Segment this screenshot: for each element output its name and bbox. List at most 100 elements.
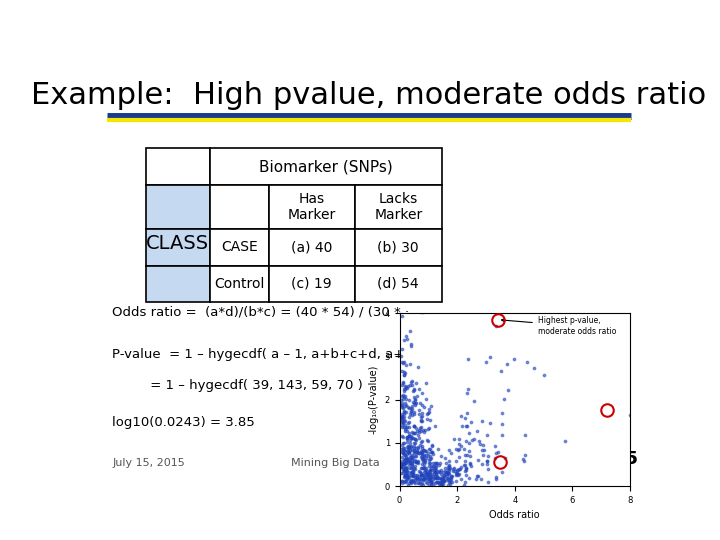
Point xyxy=(405,342,417,350)
Point xyxy=(426,448,438,456)
Point xyxy=(433,461,445,470)
Point xyxy=(434,478,446,487)
Point xyxy=(404,432,415,441)
Point xyxy=(409,385,420,394)
Point xyxy=(405,327,416,335)
Point xyxy=(446,449,457,457)
Point xyxy=(415,475,427,483)
Point xyxy=(405,404,416,413)
Point xyxy=(397,476,408,485)
Point xyxy=(424,475,436,483)
Point xyxy=(399,336,410,345)
Point xyxy=(399,471,410,480)
Point xyxy=(496,430,508,439)
Point xyxy=(405,452,417,461)
Point xyxy=(423,469,434,478)
Point xyxy=(399,300,410,309)
Point xyxy=(405,477,416,485)
Point xyxy=(402,448,414,456)
Point xyxy=(433,474,444,482)
Point xyxy=(469,397,480,406)
Point xyxy=(402,481,414,489)
Point xyxy=(401,472,413,481)
Point xyxy=(398,387,410,395)
Point xyxy=(401,471,413,480)
Point xyxy=(399,471,410,480)
Point xyxy=(498,395,510,403)
Point xyxy=(529,300,541,309)
Point xyxy=(397,413,408,421)
Point xyxy=(403,473,415,482)
Point xyxy=(407,411,418,420)
Point xyxy=(423,444,435,453)
Point xyxy=(412,458,423,467)
Point xyxy=(409,395,420,404)
Point xyxy=(397,422,408,431)
Point xyxy=(406,471,418,480)
Point xyxy=(396,415,408,423)
Bar xyxy=(269,229,355,266)
Point xyxy=(410,456,421,464)
Point xyxy=(400,471,411,480)
Point xyxy=(411,474,423,483)
Point xyxy=(451,470,462,478)
Point xyxy=(433,467,444,475)
Point xyxy=(477,451,489,460)
Point xyxy=(450,445,462,454)
Point xyxy=(404,381,415,390)
Point xyxy=(444,467,455,475)
Point xyxy=(403,441,415,450)
Point xyxy=(408,448,420,457)
Point xyxy=(405,463,416,472)
Point xyxy=(397,448,408,457)
Point xyxy=(465,418,477,427)
Point xyxy=(422,470,433,478)
Point xyxy=(436,480,448,488)
Point xyxy=(400,451,411,460)
Point xyxy=(409,478,420,487)
Point xyxy=(423,467,435,475)
Point xyxy=(400,466,411,475)
Point xyxy=(401,447,413,455)
Point xyxy=(398,458,410,467)
Point xyxy=(443,469,454,477)
Point xyxy=(418,446,430,454)
Point xyxy=(417,446,428,455)
Point xyxy=(420,451,432,460)
Point xyxy=(405,475,417,484)
Point xyxy=(453,435,464,443)
Point xyxy=(399,421,410,429)
Point xyxy=(397,300,408,309)
Point xyxy=(464,458,475,467)
Point xyxy=(426,442,438,451)
Point xyxy=(426,470,437,478)
Point xyxy=(410,474,422,483)
Point xyxy=(415,480,427,489)
Point xyxy=(413,444,424,453)
Point xyxy=(400,455,411,464)
Point xyxy=(399,449,410,458)
Point xyxy=(397,460,409,469)
Point xyxy=(430,463,441,471)
Point xyxy=(461,470,472,479)
Point xyxy=(418,460,429,468)
Point xyxy=(397,357,408,366)
Point xyxy=(400,453,412,462)
Point xyxy=(415,426,427,435)
Point xyxy=(425,464,436,472)
Point xyxy=(412,472,423,481)
Point xyxy=(490,475,501,483)
Point xyxy=(408,464,420,472)
Point xyxy=(490,449,502,457)
Point xyxy=(430,479,441,488)
Text: 55: 55 xyxy=(507,450,532,468)
Point xyxy=(490,442,501,451)
Point xyxy=(459,478,471,487)
Point xyxy=(397,300,409,309)
Point xyxy=(395,352,407,361)
Point xyxy=(406,454,418,462)
Point xyxy=(438,480,449,488)
Point xyxy=(402,438,413,447)
Point xyxy=(462,384,474,393)
Point xyxy=(409,441,420,450)
